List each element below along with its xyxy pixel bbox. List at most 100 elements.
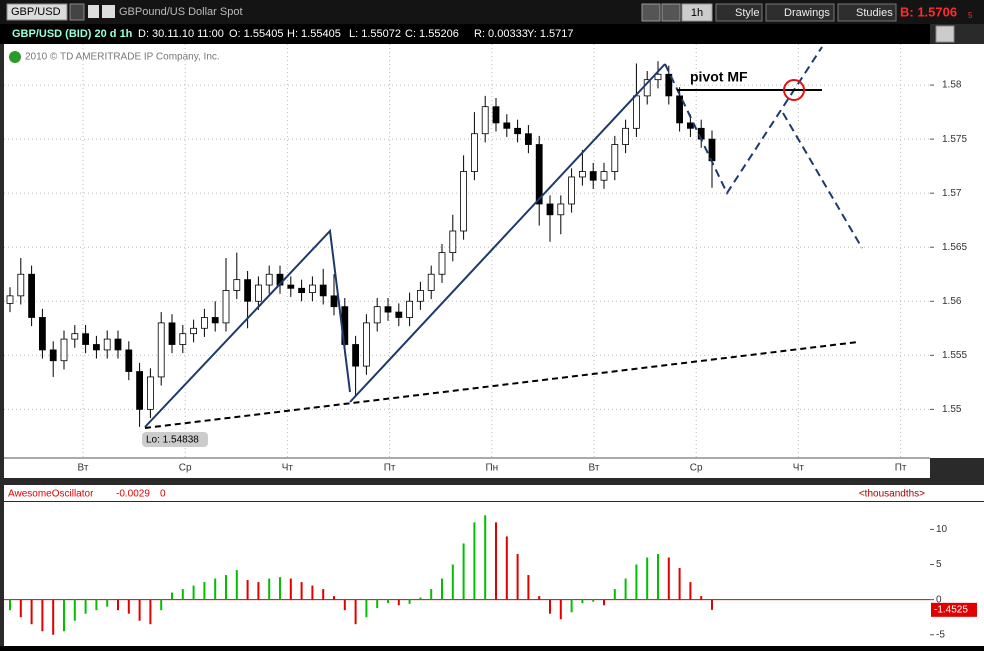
link-icon[interactable] <box>88 5 99 18</box>
y-tick-label: 1.56 <box>942 296 962 307</box>
projection-line[interactable] <box>782 112 863 249</box>
osc-bar <box>689 582 692 600</box>
info-icon[interactable] <box>9 51 21 63</box>
info-field: Y: 1.5717 <box>527 28 574 40</box>
osc-bar <box>9 599 11 611</box>
description: GBPound/US Dollar Spot <box>119 6 243 18</box>
studies-button[interactable] <box>837 3 897 22</box>
osc-bar <box>73 599 76 621</box>
last-value-box <box>931 602 977 617</box>
y-tick-label: 1.555 <box>942 350 967 361</box>
osc-bar <box>52 599 55 635</box>
x-tick-label: Пн <box>485 463 498 474</box>
price-grid: 1.58 1.575 1.57 1.565 1.56 1.555 1.55 Вт Ср Чт Пт П… <box>4 44 967 474</box>
candle-body <box>200 317 208 329</box>
candle-body <box>470 133 478 172</box>
candle-body <box>438 252 446 275</box>
osc-bar <box>516 553 519 600</box>
tool-icon[interactable] <box>641 3 661 22</box>
interval-box[interactable] <box>681 3 713 22</box>
symbol-dropdown[interactable] <box>69 3 85 21</box>
osc-param: 0 <box>160 489 166 500</box>
copyright: 2010 © TD AMERITRADE IP Company, Inc. <box>25 52 220 63</box>
candle-body <box>211 317 219 324</box>
osc-bar <box>419 597 422 600</box>
candle-body <box>665 73 673 97</box>
candle-body <box>103 338 111 351</box>
osc-bar <box>225 575 227 600</box>
osc-bar <box>495 522 497 600</box>
y-tick-label: -5 <box>936 629 945 640</box>
candle-body <box>535 144 543 205</box>
candle-body <box>49 349 57 362</box>
chart-icon[interactable] <box>935 25 955 43</box>
style-button[interactable] <box>715 3 763 22</box>
y-tick-label: 0 <box>936 594 942 605</box>
projection-line[interactable] <box>664 46 823 196</box>
osc-bar <box>95 599 98 611</box>
candle-body <box>514 127 521 135</box>
tool-icon[interactable] <box>661 3 681 22</box>
osc-bar <box>711 599 713 610</box>
osc-bar <box>84 599 87 614</box>
pivot-label: pivot MF <box>690 69 748 85</box>
info-field: C: 1.55206 <box>405 28 459 40</box>
candle-body <box>362 322 370 367</box>
y-tick-label: 1.57 <box>942 188 962 199</box>
drawings-button[interactable] <box>765 3 835 22</box>
osc-bar <box>700 596 703 600</box>
osc-bar <box>430 589 433 600</box>
osc-bar <box>549 599 551 614</box>
candle-body <box>676 95 683 124</box>
y-tick-label: 10 <box>936 524 948 535</box>
osc-bar <box>203 582 206 600</box>
osc-bar <box>581 599 584 604</box>
candle-body <box>622 127 629 145</box>
x-tick-label: Ср <box>179 463 192 474</box>
candle-body <box>416 290 424 302</box>
osc-bar <box>63 599 65 632</box>
candle-body <box>244 279 252 302</box>
osc-bar <box>397 599 400 606</box>
osc-bar <box>592 599 595 602</box>
osc-bar <box>603 599 605 606</box>
osc-bar <box>657 553 659 600</box>
y-tick-label: 1.575 <box>942 134 967 145</box>
osc-bar <box>117 599 119 611</box>
candle-body <box>633 95 640 129</box>
osc-bar <box>279 577 281 600</box>
osc-bar <box>559 599 562 620</box>
candle-body <box>427 273 435 291</box>
info-fields: GBP/USD (BID) 20 d 1h D: 30.11.10 11:00 O:… <box>12 28 574 40</box>
candle-body <box>136 371 144 410</box>
osc-bar <box>246 579 249 600</box>
candle-body <box>373 306 381 324</box>
bid-fraction: 5 <box>968 11 973 20</box>
candle-body <box>60 338 68 362</box>
osc-bar <box>624 578 627 600</box>
hash-icon[interactable] <box>102 5 115 18</box>
osc-bar <box>257 582 260 600</box>
osc-header-right <box>930 485 984 501</box>
osc-bar <box>527 575 530 600</box>
candle-body <box>589 171 597 181</box>
osc-bar <box>505 536 508 600</box>
osc-bar <box>635 564 638 600</box>
candle-body <box>546 203 554 216</box>
candle-body <box>233 279 241 291</box>
y-tick-label: 1.58 <box>942 80 962 91</box>
trend-line[interactable] <box>144 228 351 428</box>
osc-bar <box>538 596 541 600</box>
candle-body <box>254 284 262 302</box>
candle-body <box>146 376 154 410</box>
trend-line[interactable] <box>349 63 666 403</box>
low-label: Lo: 1.54838 <box>146 435 199 446</box>
symbol-box[interactable] <box>6 3 68 21</box>
candle-body <box>265 273 273 286</box>
osc-bar <box>354 599 357 625</box>
symbol: GBP/USD <box>11 6 61 18</box>
osc-bar <box>678 568 681 600</box>
osc-bar <box>41 599 44 632</box>
candle-body <box>579 171 586 178</box>
x-tick-label: Вт <box>589 463 600 474</box>
